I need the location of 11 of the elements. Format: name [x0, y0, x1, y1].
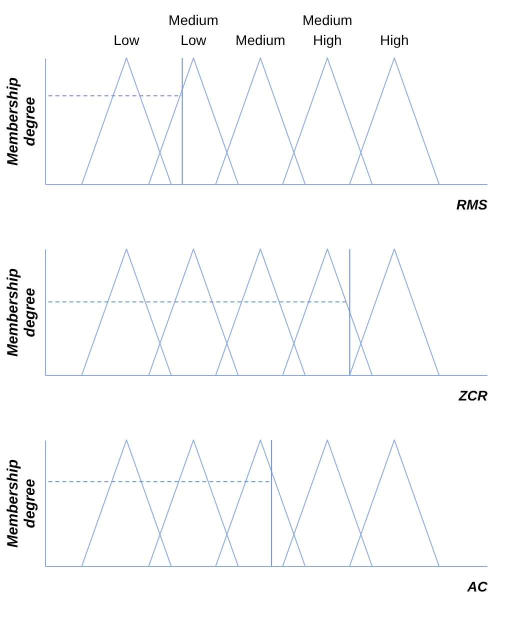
x-axis-title: RMS [456, 196, 488, 212]
series-label: Medium [236, 32, 286, 48]
x-axis-title: ZCR [458, 388, 488, 404]
x-axis-title: AC [466, 578, 488, 594]
y-axis-title: Membership degree [4, 459, 38, 548]
y-axis-title: Membership degree [4, 268, 38, 357]
y-axis-title: Membership degree [4, 77, 38, 166]
series-label: Low [114, 32, 140, 48]
series-label: High [380, 32, 409, 48]
series-label: Medium Low [168, 12, 218, 48]
series-label: Medium High [302, 12, 352, 48]
